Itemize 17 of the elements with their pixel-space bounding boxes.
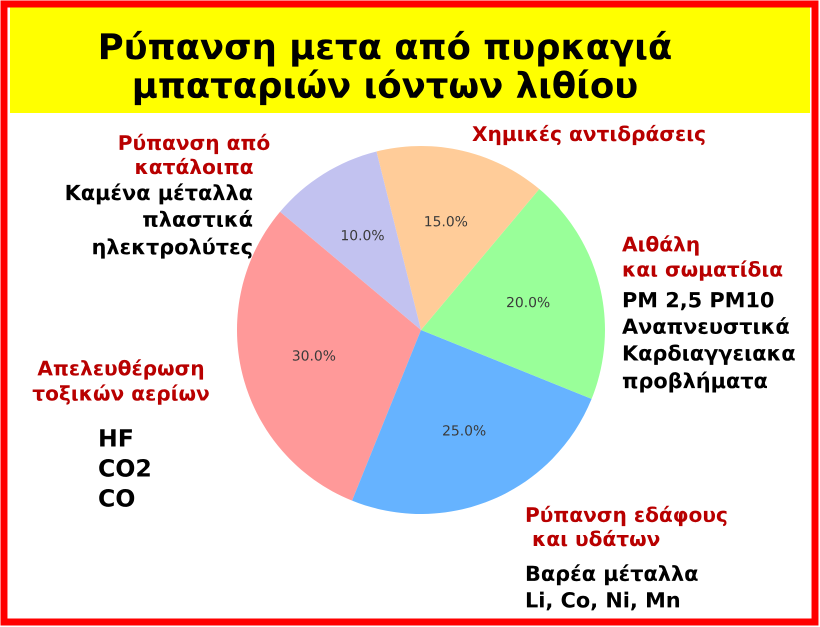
data-label: 10.0% [342,230,384,240]
slice-label: Αιθάλη και σωματίδια [622,235,782,281]
text: PM 2,5 PM10 Αναπνευστικά Καρδιαγγειακα προβλήματα [622,292,795,393]
text: Βαρέα μέταλλα Li, Co, Ni, Mn [526,564,698,610]
text: Καμένα μέταλλα πλαστικά ηλεκτρολύτες [66,183,252,259]
slice-label: Ρύπανση εδάφους και υδάτων [526,506,727,546]
data-label: 30.0% [292,350,336,361]
data-label: 15.0% [425,216,468,226]
pie-slice [421,189,605,399]
data-label: 25.0% [443,425,486,436]
text: HF CO2 CO [99,429,150,507]
chart-title: Ρύπανση μετα από πυρκαγιά μπαταριών ιόντων λιθίου [100,30,671,106]
slice-label: Απελευθέρωση τοξικών αερίων [32,359,209,405]
pie-slice [280,151,421,330]
data-label: 20.0% [507,296,550,308]
slice-label: Ρύπανση από κατάλοιπα [120,134,270,174]
slice-label: Χημικές αντιδράσεις [472,124,705,146]
